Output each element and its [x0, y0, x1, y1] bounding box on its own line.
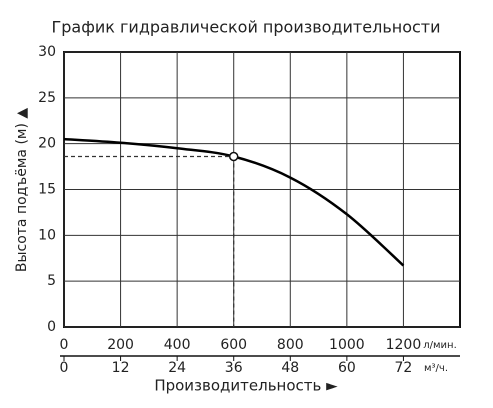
- x-tick-label: 400: [164, 337, 191, 353]
- x2-tick-label: 0: [60, 360, 69, 376]
- operating-point: [228, 151, 239, 162]
- y-tick-label: 30: [38, 44, 56, 60]
- x2-tick-label: 48: [281, 360, 299, 376]
- x-axis-label: Производительность ►: [154, 377, 338, 395]
- y-tick-label: 20: [38, 136, 56, 152]
- x2-tick-label: 72: [395, 360, 413, 376]
- x-tick-label: 800: [277, 337, 304, 353]
- y-tick-label: 15: [38, 182, 56, 198]
- x2-tick-label: 60: [338, 360, 356, 376]
- x-tick-label: 1000: [329, 337, 365, 353]
- x2-unit: м³/ч.: [424, 363, 448, 374]
- x2-tick-label: 24: [168, 360, 186, 376]
- y-tick-label: 10: [38, 227, 56, 243]
- chart-title: График гидравлической производительности: [51, 18, 440, 37]
- y-tick-label: 25: [38, 90, 56, 106]
- x-tick-label: 1200: [386, 337, 422, 353]
- y-axis-label: Высота подъёма (м) ▲: [14, 108, 30, 273]
- x-tick-label: 600: [220, 337, 247, 353]
- x-tick-label: 200: [107, 337, 134, 353]
- x2-tick-label: 12: [112, 360, 130, 376]
- y-tick-label: 0: [47, 319, 56, 335]
- x-unit: л/мин.: [423, 340, 457, 351]
- x2-tick-label: 36: [225, 360, 243, 376]
- y-tick-label: 5: [47, 273, 56, 289]
- x-tick-label: 0: [60, 337, 69, 353]
